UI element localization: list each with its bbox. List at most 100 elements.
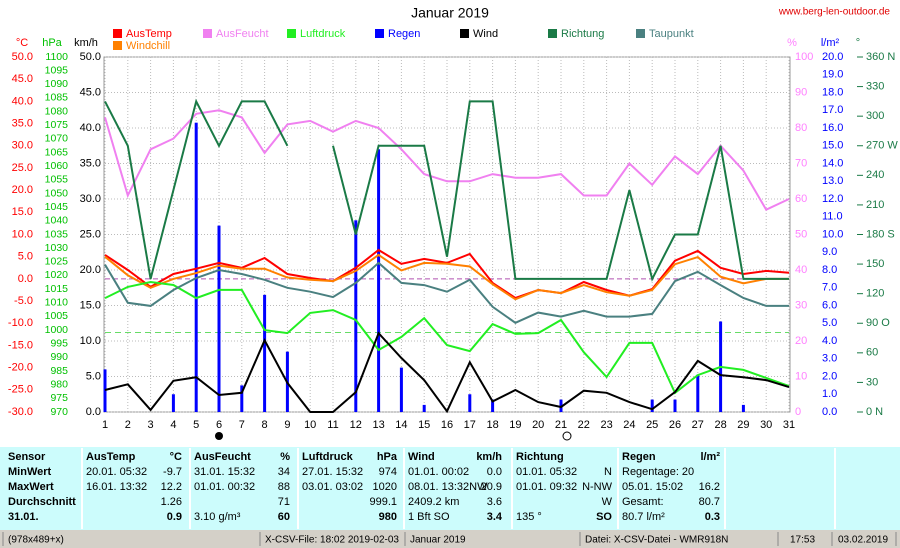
legend-swatch [636, 29, 645, 38]
y-tick-label: 4.0 [822, 335, 837, 347]
y-tick-label: 15.0 [822, 140, 843, 152]
status-text: Januar 2019 [410, 535, 466, 546]
axis-unit: hPa [42, 37, 62, 49]
y-tick-label: 25.0 [12, 162, 33, 174]
series-line [104, 331, 790, 414]
y-tick-label: 40 [795, 264, 807, 276]
axis-unit: °C [16, 37, 28, 49]
rain-bar [491, 399, 495, 412]
legend-swatch [548, 29, 557, 38]
y-tick-label: 150 [866, 258, 884, 270]
y-tick-label: 45.0 [12, 73, 33, 85]
table-cell: 01.01. 00:32 [194, 481, 255, 493]
table-cell: Gesamt: [622, 496, 664, 508]
table-cell: SO [596, 511, 612, 523]
website: www.berg-len-outdoor.de [778, 7, 891, 18]
table-cell: 31.01. [8, 511, 39, 523]
y-tick-label: 1025 [45, 256, 69, 268]
y-tick-label: 30.0 [12, 140, 33, 152]
x-tick-label: 30 [760, 419, 772, 431]
table-header: AusFeucht [194, 451, 251, 463]
y-tick-label: 120 [866, 288, 884, 300]
table-header: Luftdruck [302, 451, 354, 463]
y-tick-label: -10.0 [8, 317, 33, 329]
status-text: Datei: X-CSV-Datei - WMR918N [585, 535, 728, 546]
table-cell: W [602, 496, 613, 508]
table-cell: 03.01. 03:02 [302, 481, 363, 493]
y-tick-label: 14.0 [822, 157, 843, 169]
y-tick-label: 1010 [45, 297, 69, 309]
y-tick-label: -25.0 [8, 384, 33, 396]
rain-bar [673, 399, 677, 412]
rain-bar [399, 367, 403, 412]
y-tick-label: 0 N [866, 406, 883, 418]
table-cell: 08.01. 13:32NW [408, 481, 488, 493]
y-tick-label: 1095 [45, 64, 69, 76]
table-cell: 05.01. 15:02 [622, 481, 683, 493]
y-tick-label: 5.0 [822, 317, 837, 329]
x-tick-label: 31 [783, 419, 795, 431]
y-tick-label: 970 [50, 406, 68, 418]
y-tick-label: 16.0 [822, 122, 843, 134]
y-tick-label: 45.0 [80, 86, 101, 98]
table-cell: 80.7 l/m² [622, 511, 665, 523]
x-tick-label: 14 [395, 419, 407, 431]
y-tick-label: 0.0 [86, 406, 101, 418]
table-cell: 16.2 [699, 481, 720, 493]
table-cell: MinWert [8, 466, 52, 478]
status-text: (978x489+x) [8, 535, 64, 546]
series-line [104, 253, 789, 301]
y-tick-label: 990 [50, 351, 68, 363]
x-tick-label: 23 [600, 419, 612, 431]
stats-table-bg [0, 447, 900, 530]
table-header: Wind [408, 451, 435, 463]
table-header: °C [170, 451, 182, 463]
y-tick-label: 1075 [45, 119, 69, 131]
legend-label: Taupunkt [649, 28, 694, 40]
x-tick-label: 24 [623, 419, 635, 431]
table-cell: 999.1 [369, 496, 397, 508]
y-tick-label: 8.0 [822, 264, 837, 276]
y-tick-label: 50 [795, 228, 807, 240]
x-tick-label: 29 [737, 419, 749, 431]
table-cell: N [604, 466, 612, 478]
y-tick-label: 20.0 [80, 264, 101, 276]
y-tick-label: 10.0 [12, 228, 33, 240]
y-tick-label: 1050 [45, 187, 69, 199]
axis-unit: % [787, 37, 797, 49]
y-tick-label: 980 [50, 378, 68, 390]
table-cell: 16.01. 13:32 [86, 481, 147, 493]
table-cell: -9.7 [163, 466, 182, 478]
y-tick-label: 9.0 [822, 246, 837, 258]
y-tick-label: 15.0 [80, 299, 101, 311]
x-tick-label: 9 [284, 419, 290, 431]
table-cell: 01.01. 09:32 [516, 481, 577, 493]
x-tick-label: 4 [170, 419, 176, 431]
y-tick-label: 7.0 [822, 282, 837, 294]
table-cell: 20.01. 05:32 [86, 466, 147, 478]
x-tick-label: 2 [125, 419, 131, 431]
y-tick-label: 60 [795, 193, 807, 205]
y-tick-label: 15.0 [12, 206, 33, 218]
y-tick-label: 995 [50, 338, 68, 350]
legend-label: Wind [473, 28, 498, 40]
y-tick-label: 0.0 [822, 406, 837, 418]
rain-bar [103, 369, 107, 412]
y-tick-label: 35.0 [12, 117, 33, 129]
y-tick-label: 1060 [45, 160, 69, 172]
y-tick-label: 20 [795, 335, 807, 347]
y-tick-label: -20.0 [8, 362, 33, 374]
y-tick-label: 1070 [45, 133, 69, 145]
table-cell: 1020 [373, 481, 397, 493]
table-cell: 20.9 [481, 481, 502, 493]
legend-swatch [287, 29, 296, 38]
y-tick-label: 270 W [866, 140, 898, 152]
rain-bar [263, 294, 267, 412]
legend-label: Luftdruck [300, 28, 346, 40]
y-tick-label: 20.0 [12, 184, 33, 196]
y-tick-label: 90 O [866, 317, 890, 329]
series-line [104, 98, 789, 282]
table-cell: 974 [379, 466, 397, 478]
y-tick-label: 20.0 [822, 51, 843, 63]
x-tick-label: 27 [692, 419, 704, 431]
